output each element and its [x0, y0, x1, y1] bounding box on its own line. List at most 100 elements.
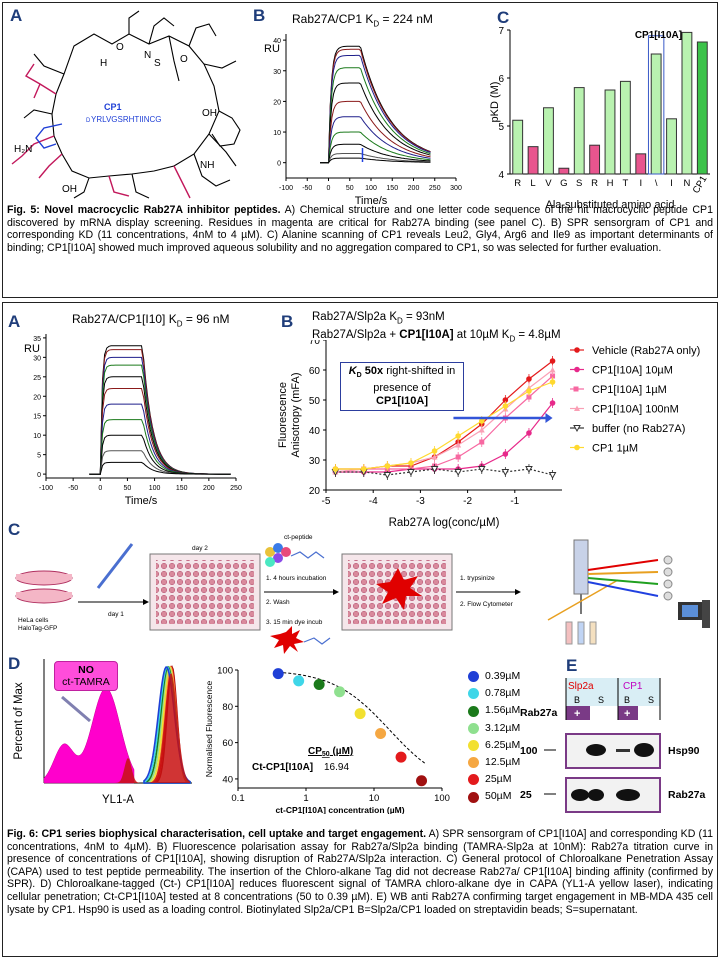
sensorgram-curve	[89, 461, 231, 475]
legend-label-0: Vehicle (Rab27A only)	[592, 345, 700, 357]
figure-6-frame	[2, 302, 718, 957]
sensorgram-curve	[320, 67, 431, 164]
svg-text:OH: OH	[202, 108, 217, 119]
y-tick-label: 20	[273, 99, 281, 106]
bar-7	[619, 80, 631, 175]
fig6-panel-a-letter: A	[8, 312, 21, 331]
bar-10	[666, 118, 677, 175]
figure-5-frame	[2, 2, 718, 298]
fp-point	[550, 373, 556, 379]
cp1-structure-label: CP1	[104, 102, 122, 112]
bar-6	[604, 89, 616, 175]
fig6-spr-sensorgram: 0 5 10 15 20 25 30 35 -100 -50 0 50 100 150 200 250 RU Ti…	[24, 334, 242, 507]
sensorgram-curve	[320, 143, 431, 164]
day2-label: day 2	[192, 545, 208, 552]
y-axis-label: Percent of Max	[13, 682, 25, 760]
legend-dot	[468, 757, 479, 769]
bar-label-7: T	[622, 178, 628, 189]
fig6-panel-d-letter: D	[8, 654, 21, 673]
western-blot: Slp2a CP1 B S B S + + Rab27a 100 Hsp90 2…	[520, 678, 706, 813]
cp50-header: CP50 (µM)	[308, 746, 353, 758]
fig6-panel-e-letter: E	[566, 656, 578, 675]
x-axis-label: Time/s	[125, 495, 158, 507]
bar-label-12: CP1	[691, 174, 710, 196]
x-tick-label: 250	[230, 485, 242, 492]
fp-point	[455, 442, 462, 448]
y-tick-label: 5	[37, 453, 41, 460]
cells-label-2: HaloTag-GFP	[18, 625, 57, 632]
y-tick-label: 60	[309, 366, 321, 377]
sensorgram-curve	[320, 116, 431, 164]
svg-text:OH: OH	[62, 184, 77, 195]
cp50-legend-item: 6.25µM	[468, 737, 520, 754]
shift-arrowhead	[545, 413, 553, 423]
cells-label-1: HeLa cells	[18, 617, 49, 624]
x-tick-label: -2	[463, 496, 472, 507]
legend-label: 1.56µM	[485, 704, 521, 717]
bar-label-11: N	[683, 178, 690, 189]
x-axis-label: ct-CP1[I10A] concentration (µM)	[275, 805, 404, 814]
y-tick-label: 10	[273, 130, 281, 137]
sensorgram-curve	[320, 82, 431, 164]
bar-label-9: \	[655, 178, 658, 189]
fp-point	[408, 460, 414, 466]
x-tick-label: 50	[346, 185, 354, 192]
cp50-point-6	[395, 751, 407, 763]
cp50-point-1	[293, 675, 305, 687]
y-tick-label: 40	[309, 426, 321, 437]
max-tamra-peak	[104, 673, 190, 783]
step1-label: 1. 4 hours incubation	[266, 575, 327, 582]
x-tick-label: 0	[327, 185, 331, 192]
rab27a-row-label: Rab27a	[520, 707, 558, 719]
cp1-i10a-annotation: CP1[I10A]	[635, 30, 682, 41]
fig5-caption: Fig. 5: Novel macrocyclic Rab27A inhibit…	[7, 204, 713, 254]
mw-25: 25	[520, 789, 532, 801]
fp-point	[526, 394, 532, 400]
fp-point	[549, 379, 556, 385]
fp-series-line-2	[335, 375, 553, 473]
svg-text:O: O	[180, 54, 188, 65]
s-lane-1: S	[598, 695, 604, 705]
y-tick-label: 0	[37, 472, 41, 479]
sensorgram-curve	[320, 157, 431, 164]
y-axis-label: RU	[264, 43, 280, 55]
x-tick-label: -1	[510, 496, 519, 507]
legend-label: 6.25µM	[485, 738, 521, 751]
cp50-legend-item: 50µM	[468, 788, 520, 805]
fp-point	[332, 466, 339, 472]
bar-label-5: R	[591, 178, 598, 189]
sensorgram-curve	[89, 403, 231, 475]
x-tick-label: 150	[386, 185, 398, 192]
y-tick-label: 60	[222, 738, 233, 749]
x-axis-label: Time/s	[355, 195, 388, 207]
fp-point	[479, 439, 485, 445]
x-axis-label: Rab27A log(conc/µM)	[389, 517, 500, 529]
sensorgram-curve	[89, 419, 231, 475]
y-axis-label: Normalised Fluorescence	[204, 681, 214, 778]
y-tick-label: 25	[33, 375, 41, 382]
legend-label-1: CP1[I10A] 10µM	[592, 365, 673, 377]
hsp90-band-label: Hsp90	[668, 745, 700, 757]
legend-dot	[468, 688, 479, 700]
legend-dot	[468, 739, 479, 751]
y-tick-label: 30	[273, 69, 281, 76]
y-axis-label: RU	[24, 343, 40, 355]
cp50-point-4	[354, 708, 366, 720]
highlight-box	[647, 35, 665, 175]
cp50-point-2	[313, 679, 325, 691]
fp-point	[454, 469, 463, 477]
flow-histogram: Percent of Max YL1-A	[13, 659, 192, 806]
x-tick-label: -3	[416, 496, 425, 507]
y-tick-label: 40	[222, 774, 233, 785]
svg-text:H₂N: H₂N	[14, 144, 32, 155]
svg-text:N: N	[144, 50, 151, 61]
svg-text:O: O	[116, 42, 124, 53]
fp-point	[431, 448, 438, 454]
step2-label: 2. Wash	[266, 599, 290, 606]
y-tick-label: 40	[273, 38, 281, 45]
sequence-prefix: D	[86, 118, 91, 124]
legend-label: 12.5µM	[485, 756, 521, 769]
b-lane-1: B	[574, 695, 580, 705]
x-tick-label: 1	[303, 793, 308, 804]
legend-marker	[573, 386, 579, 392]
